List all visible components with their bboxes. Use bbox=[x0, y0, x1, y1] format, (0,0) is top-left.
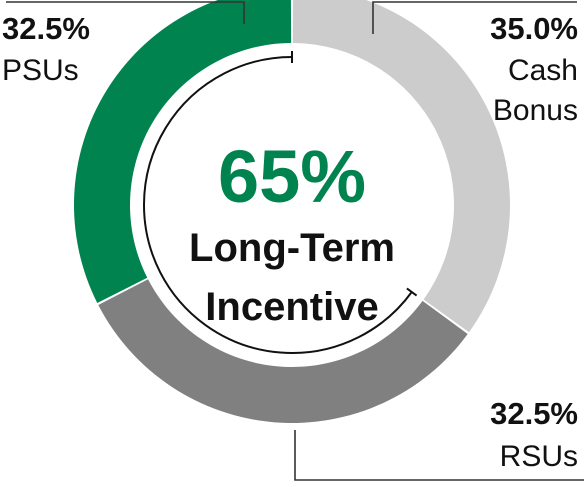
psus-percent: 32.5% bbox=[2, 11, 90, 46]
slice-cash-bonus bbox=[292, 0, 510, 333]
leader-line-psus bbox=[6, 1, 245, 24]
donut-slices bbox=[74, 0, 510, 423]
slice-psus bbox=[74, 0, 292, 303]
center-percent: 65% bbox=[218, 135, 366, 218]
ltv-bracket-arc bbox=[143, 56, 413, 354]
leader-lines bbox=[6, 1, 584, 481]
rsus-percent: 32.5% bbox=[490, 396, 578, 431]
cash-bonus-name-line1: Cash bbox=[508, 54, 578, 87]
leader-line-rsus bbox=[294, 430, 584, 481]
psus-name: PSUs bbox=[2, 54, 79, 87]
slice-rsus bbox=[98, 279, 468, 423]
leader-line-cash-bonus bbox=[372, 1, 577, 34]
rsus-name: RSUs bbox=[500, 440, 578, 473]
center-label-line1: Long-Term bbox=[189, 226, 395, 270]
center-label-line2: Incentive bbox=[205, 285, 378, 329]
cash-bonus-name-line2: Bonus bbox=[493, 94, 578, 127]
bracket-end-tick-bottom bbox=[406, 287, 418, 297]
cash-bonus-percent: 35.0% bbox=[490, 11, 578, 46]
